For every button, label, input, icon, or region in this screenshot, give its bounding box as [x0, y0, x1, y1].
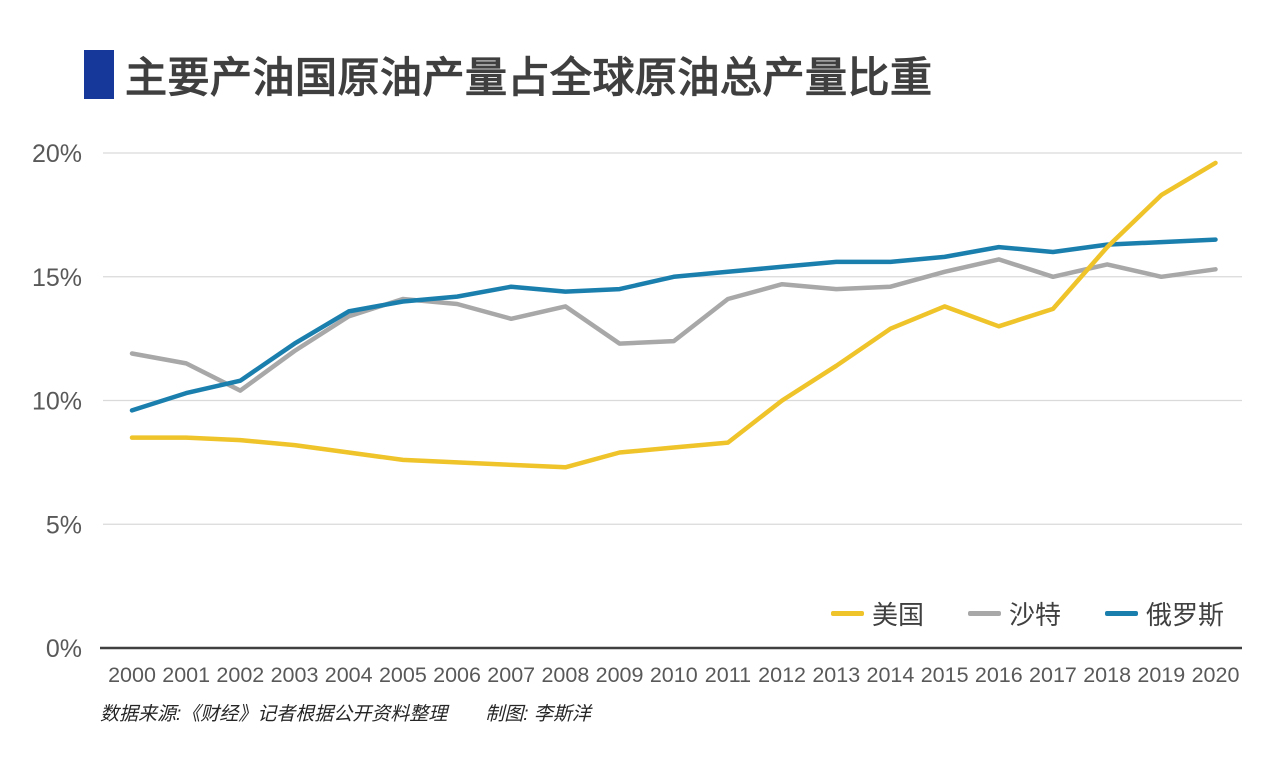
- series-line-沙特: [129, 257, 1218, 393]
- x-tick-label: 2009: [596, 663, 644, 687]
- y-tick-label: 5%: [46, 511, 82, 539]
- legend-item: 俄罗斯: [1104, 595, 1224, 632]
- y-tick-label: 10%: [32, 388, 82, 416]
- credit-note: 制图: 李斯洋: [485, 704, 591, 725]
- x-tick-label: 2017: [1029, 663, 1077, 687]
- x-tick-label: 2020: [1192, 663, 1240, 687]
- x-tick-label: 2007: [487, 663, 535, 687]
- x-tick-label: 2005: [379, 663, 427, 687]
- y-tick-label: 0%: [46, 635, 82, 663]
- chart-legend: 美国 沙特 俄罗斯: [830, 595, 1224, 632]
- y-tick-label: 20%: [32, 140, 82, 168]
- series-line-俄罗斯: [129, 237, 1218, 413]
- chart-header: 主要产油国原油产量占全球原油总产量比重: [84, 44, 933, 105]
- title-accent-bar: [84, 50, 114, 99]
- x-tick-label: 2004: [325, 663, 373, 687]
- x-tick-label: 2002: [216, 663, 264, 687]
- legend-item: 美国: [830, 595, 924, 632]
- x-tick-label: 2013: [812, 663, 860, 687]
- x-tick-label: 2012: [758, 663, 806, 687]
- chart-title: 主要产油国原油产量占全球原油总产量比重: [125, 54, 933, 101]
- x-tick-label: 2006: [433, 663, 481, 687]
- x-tick-label: 2019: [1137, 663, 1185, 687]
- x-tick-label: 2000: [108, 663, 156, 687]
- y-tick-label: 15%: [32, 264, 82, 292]
- x-tick-label: 2003: [271, 663, 319, 687]
- chart-footer: 数据来源:《财经》记者根据公开资料整理 制图: 李斯洋: [100, 699, 591, 726]
- legend-label: 沙特: [1008, 600, 1061, 630]
- series-line-美国: [129, 160, 1218, 470]
- x-tick-label: 2008: [541, 663, 589, 687]
- x-tick-label: 2016: [975, 663, 1023, 687]
- x-tick-label: 2011: [705, 663, 751, 687]
- x-tick-label: 2014: [867, 663, 915, 687]
- source-note: 数据来源:《财经》记者根据公开资料整理: [100, 704, 448, 725]
- legend-swatch: [830, 611, 864, 616]
- x-tick-label: 2018: [1083, 663, 1131, 687]
- x-tick-label: 2010: [650, 663, 698, 687]
- legend-swatch: [967, 611, 1001, 616]
- x-tick-label: 2001: [162, 663, 210, 687]
- legend-swatch: [1104, 611, 1138, 616]
- legend-label: 美国: [871, 600, 924, 630]
- x-tick-label: 2015: [921, 663, 969, 687]
- legend-item: 沙特: [967, 595, 1061, 632]
- legend-label: 俄罗斯: [1145, 600, 1224, 630]
